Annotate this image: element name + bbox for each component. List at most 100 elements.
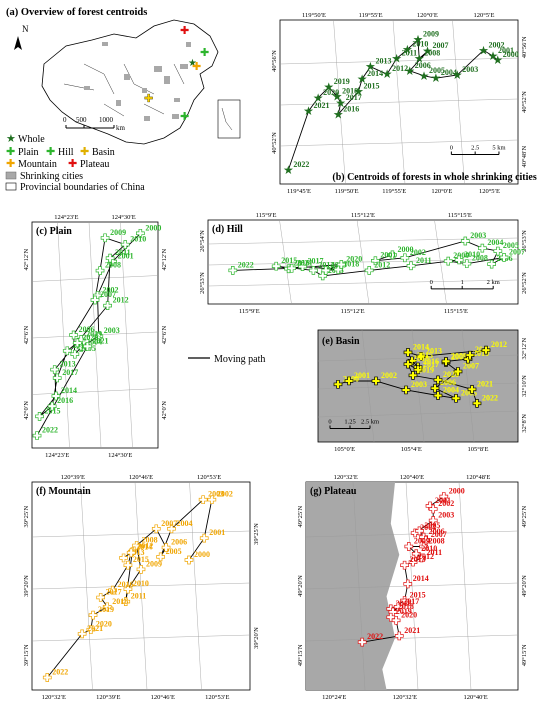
legend-shrinking-label: Shrinking cities (20, 171, 83, 182)
centroid-2005-cross-icon (156, 552, 165, 562)
legend-shrinking-swatch (5, 171, 17, 180)
centroid-2004-cross-icon (478, 243, 487, 253)
centroid-2017-cross-icon (96, 593, 106, 602)
centroid-2022-cross-icon (357, 637, 367, 647)
centroid-2017-label: 2017 (403, 597, 419, 606)
lon-tick-label-top: 120°40′E (400, 474, 424, 481)
centroid-2021-label: 2021 (477, 379, 493, 388)
panel-b-whole: (b) Centroids of forests in whole shrink… (258, 8, 540, 196)
graticule-line (461, 329, 475, 443)
centroid-2007-label: 2007 (431, 530, 447, 539)
centroid-2015-label: 2015 (417, 351, 433, 360)
centroid-2009-cross-icon (443, 256, 453, 266)
north-arrow-icon: N (14, 24, 29, 50)
lat-tick-label-left: 39°25′N (23, 506, 30, 528)
centroid-2001-label: 2001 (209, 528, 225, 537)
lat-tick-label-left: 39°15′N (23, 644, 30, 666)
panel-b-title: (b) Centroids of forests in whole shrink… (332, 172, 536, 183)
centroid-2020-label: 2020 (346, 255, 362, 264)
overview-map: (a) Overview of forest centroids N ✚ ✚ ★… (5, 7, 241, 192)
scale-bar-tick-label: 2.5 (471, 144, 479, 151)
centroid-2003-label: 2003 (462, 65, 478, 74)
centroid-2010-label: 2010 (130, 235, 146, 244)
centroid-2005-label: 2005 (503, 241, 519, 250)
svg-text:1000: 1000 (99, 116, 114, 124)
lat-tick-label-right: 42°0′N (161, 401, 168, 420)
centroid-2010-cross-icon (454, 255, 464, 265)
centroid-2009-label: 2009 (146, 559, 162, 568)
centroid-2005-cross-icon (451, 393, 461, 403)
lon-tick-label-top: 115°9′E (256, 212, 277, 219)
centroid-2009-cross-icon (404, 542, 414, 551)
centroid-2014-cross-icon (126, 548, 136, 558)
panel-c-axis-labels: 124°23′E 124°30′E 124°23′E 124°30′E 42°12′N 4… (23, 214, 168, 459)
centroid-2009-label: 2009 (451, 351, 467, 360)
centroid-2018-label: 2018 (398, 602, 414, 611)
centroid-2022-label: 2022 (52, 668, 68, 677)
centroid-2011-star-icon: ★ (391, 52, 402, 66)
centroid-2008-label: 2008 (424, 49, 440, 58)
centroid-2012-label: 2012 (418, 552, 434, 561)
centroid-2001-label: 2001 (380, 251, 396, 260)
graticule-line (31, 634, 251, 642)
lon-tick-label-top: 120°48′E (466, 474, 490, 481)
centroid-2010-label: 2010 (133, 579, 149, 588)
centroid-2000-label: 2000 (343, 374, 359, 383)
centroid-2005-star-icon: ★ (419, 69, 430, 83)
scale-bar-tick-label: 0 (328, 419, 331, 426)
centroid-2019-label: 2019 (396, 607, 412, 616)
centroid-2017-cross-icon (298, 262, 307, 271)
lat-tick-label-right: 40°56′N (521, 36, 528, 58)
lon-tick-label-top: 124°30′E (112, 214, 136, 221)
centroid-2007-star-icon: ★ (422, 44, 433, 58)
moving-path-label: Moving path (214, 354, 265, 365)
panel-c-plain: (c) Plain 124°23′E 124°30′E 124°23′E 124°30′… (10, 210, 180, 460)
centroid-2012-label: 2012 (392, 64, 408, 73)
centroid-2013-cross-icon (400, 560, 409, 570)
centroid-2000-label: 2000 (449, 487, 465, 496)
centroid-2014-cross-icon (309, 266, 318, 275)
moving-path-legend: Moving path (186, 350, 296, 366)
centroid-2011-cross-icon (417, 553, 426, 563)
centroid-2010-label: 2010 (473, 349, 489, 358)
centroid-2021-cross-icon (394, 631, 404, 641)
centroid-2014-cross-icon (403, 579, 413, 589)
centroid-2013-cross-icon (119, 553, 128, 563)
centroid-2013-label: 2013 (60, 360, 76, 369)
centroid-2018-label: 2018 (413, 354, 429, 363)
centroid-2021-label: 2021 (87, 624, 103, 633)
centroid-2002-label: 2002 (488, 40, 504, 49)
centroid-2004-label: 2004 (441, 68, 457, 77)
legend-whole-icon: ★ (6, 133, 16, 145)
centroid-2012-label: 2012 (491, 340, 507, 349)
lon-tick-label-bottom: 120°53′E (205, 694, 229, 701)
legend-hill-icon: ✚ (46, 146, 55, 158)
centroid-2007-cross-icon (499, 253, 509, 262)
lat-tick-label-left: 49°25′N (297, 506, 304, 528)
graticule-line (317, 410, 519, 418)
centroid-2007-cross-icon (151, 524, 161, 534)
centroid-2019-label: 2019 (334, 77, 350, 86)
centroid-2011-label: 2011 (416, 256, 432, 265)
centroid-2018-cross-icon (62, 346, 72, 356)
centroid-2022-label: 2022 (293, 160, 309, 169)
centroid-2021-label: 2021 (92, 336, 108, 345)
lon-tick-label-bottom: 105°0′E (334, 446, 355, 453)
lon-tick-label-top: 115°12′E (351, 212, 375, 219)
centroid-2000-cross-icon (333, 379, 343, 389)
centroid-2010-star-icon: ★ (402, 43, 413, 57)
centroid-2019-label: 2019 (418, 365, 434, 374)
centroid-2019-label: 2019 (98, 605, 114, 614)
centroid-2018-cross-icon (102, 602, 112, 612)
lat-tick-label-left: 42°0′N (23, 401, 30, 420)
centroid-2003-label: 2003 (411, 380, 427, 389)
overview-scale-bar: 0 500 1000 km (63, 116, 126, 132)
lon-tick-label-top: 124°23′E (54, 214, 78, 221)
centroid-2016-label: 2016 (396, 599, 412, 608)
centroid-2020-label: 2020 (323, 88, 339, 97)
centroid-2000-cross-icon (136, 228, 145, 238)
hill-marker-icon: ✚ (180, 111, 189, 123)
centroid-2015-label: 2015 (45, 406, 61, 415)
centroid-2020-cross-icon (86, 625, 96, 635)
